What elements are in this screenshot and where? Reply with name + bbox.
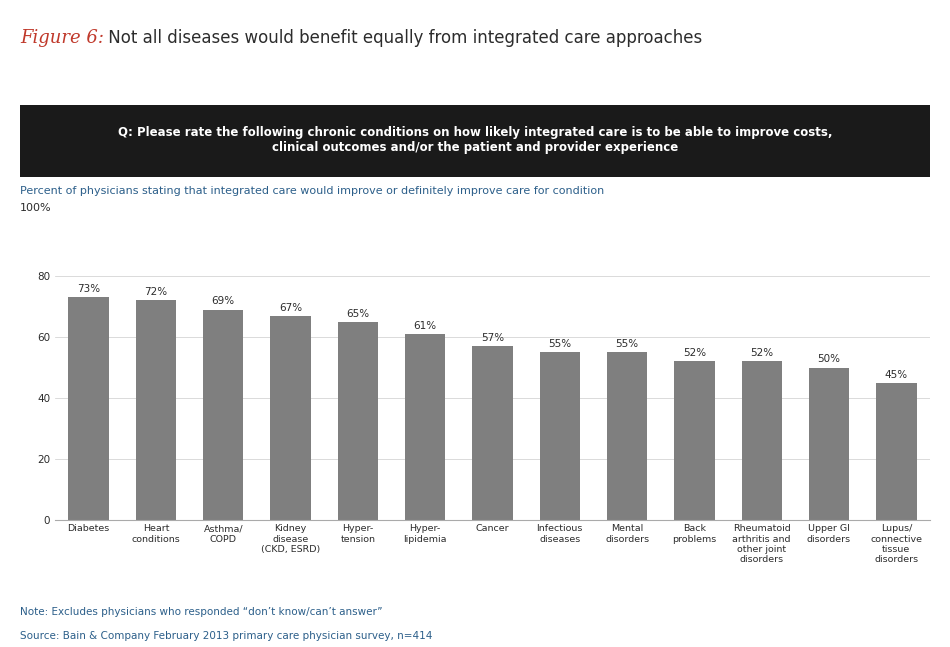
Bar [674,362,714,520]
Text: 100%: 100% [20,203,51,213]
Bar [808,367,849,520]
Text: Note: Excludes physicians who responded “don’t know/can’t answer”: Note: Excludes physicians who responded … [20,607,383,617]
Text: Source: Bain & Company February 2013 primary care physician survey, n=414: Source: Bain & Company February 2013 pri… [20,631,432,641]
FancyBboxPatch shape [20,105,930,177]
Bar [876,383,917,520]
Text: 72%: 72% [144,287,167,298]
Bar [136,300,176,520]
Bar [203,309,243,520]
Text: Percent of physicians stating that integrated care would improve or definitely i: Percent of physicians stating that integ… [20,186,604,196]
Text: 57%: 57% [481,333,504,343]
Text: 65%: 65% [347,309,370,319]
Text: 52%: 52% [750,348,773,358]
Text: 61%: 61% [413,321,437,331]
Text: 45%: 45% [884,369,908,380]
Text: 55%: 55% [616,339,638,349]
Bar [540,352,580,520]
Bar [742,362,782,520]
Text: Not all diseases would benefit equally from integrated care approaches: Not all diseases would benefit equally f… [103,29,702,47]
Text: Q: Please rate the following chronic conditions on how likely integrated care is: Q: Please rate the following chronic con… [118,126,832,153]
Text: 52%: 52% [683,348,706,358]
Text: 55%: 55% [548,339,571,349]
Text: 69%: 69% [212,296,235,307]
Text: 73%: 73% [77,284,100,294]
Bar [337,322,378,520]
Text: 50%: 50% [818,355,841,364]
Bar [607,352,647,520]
Bar [472,346,513,520]
Text: 67%: 67% [279,303,302,313]
Bar [405,334,446,520]
Bar [68,298,109,520]
Bar [271,316,311,520]
Text: Figure 6:: Figure 6: [20,29,104,47]
